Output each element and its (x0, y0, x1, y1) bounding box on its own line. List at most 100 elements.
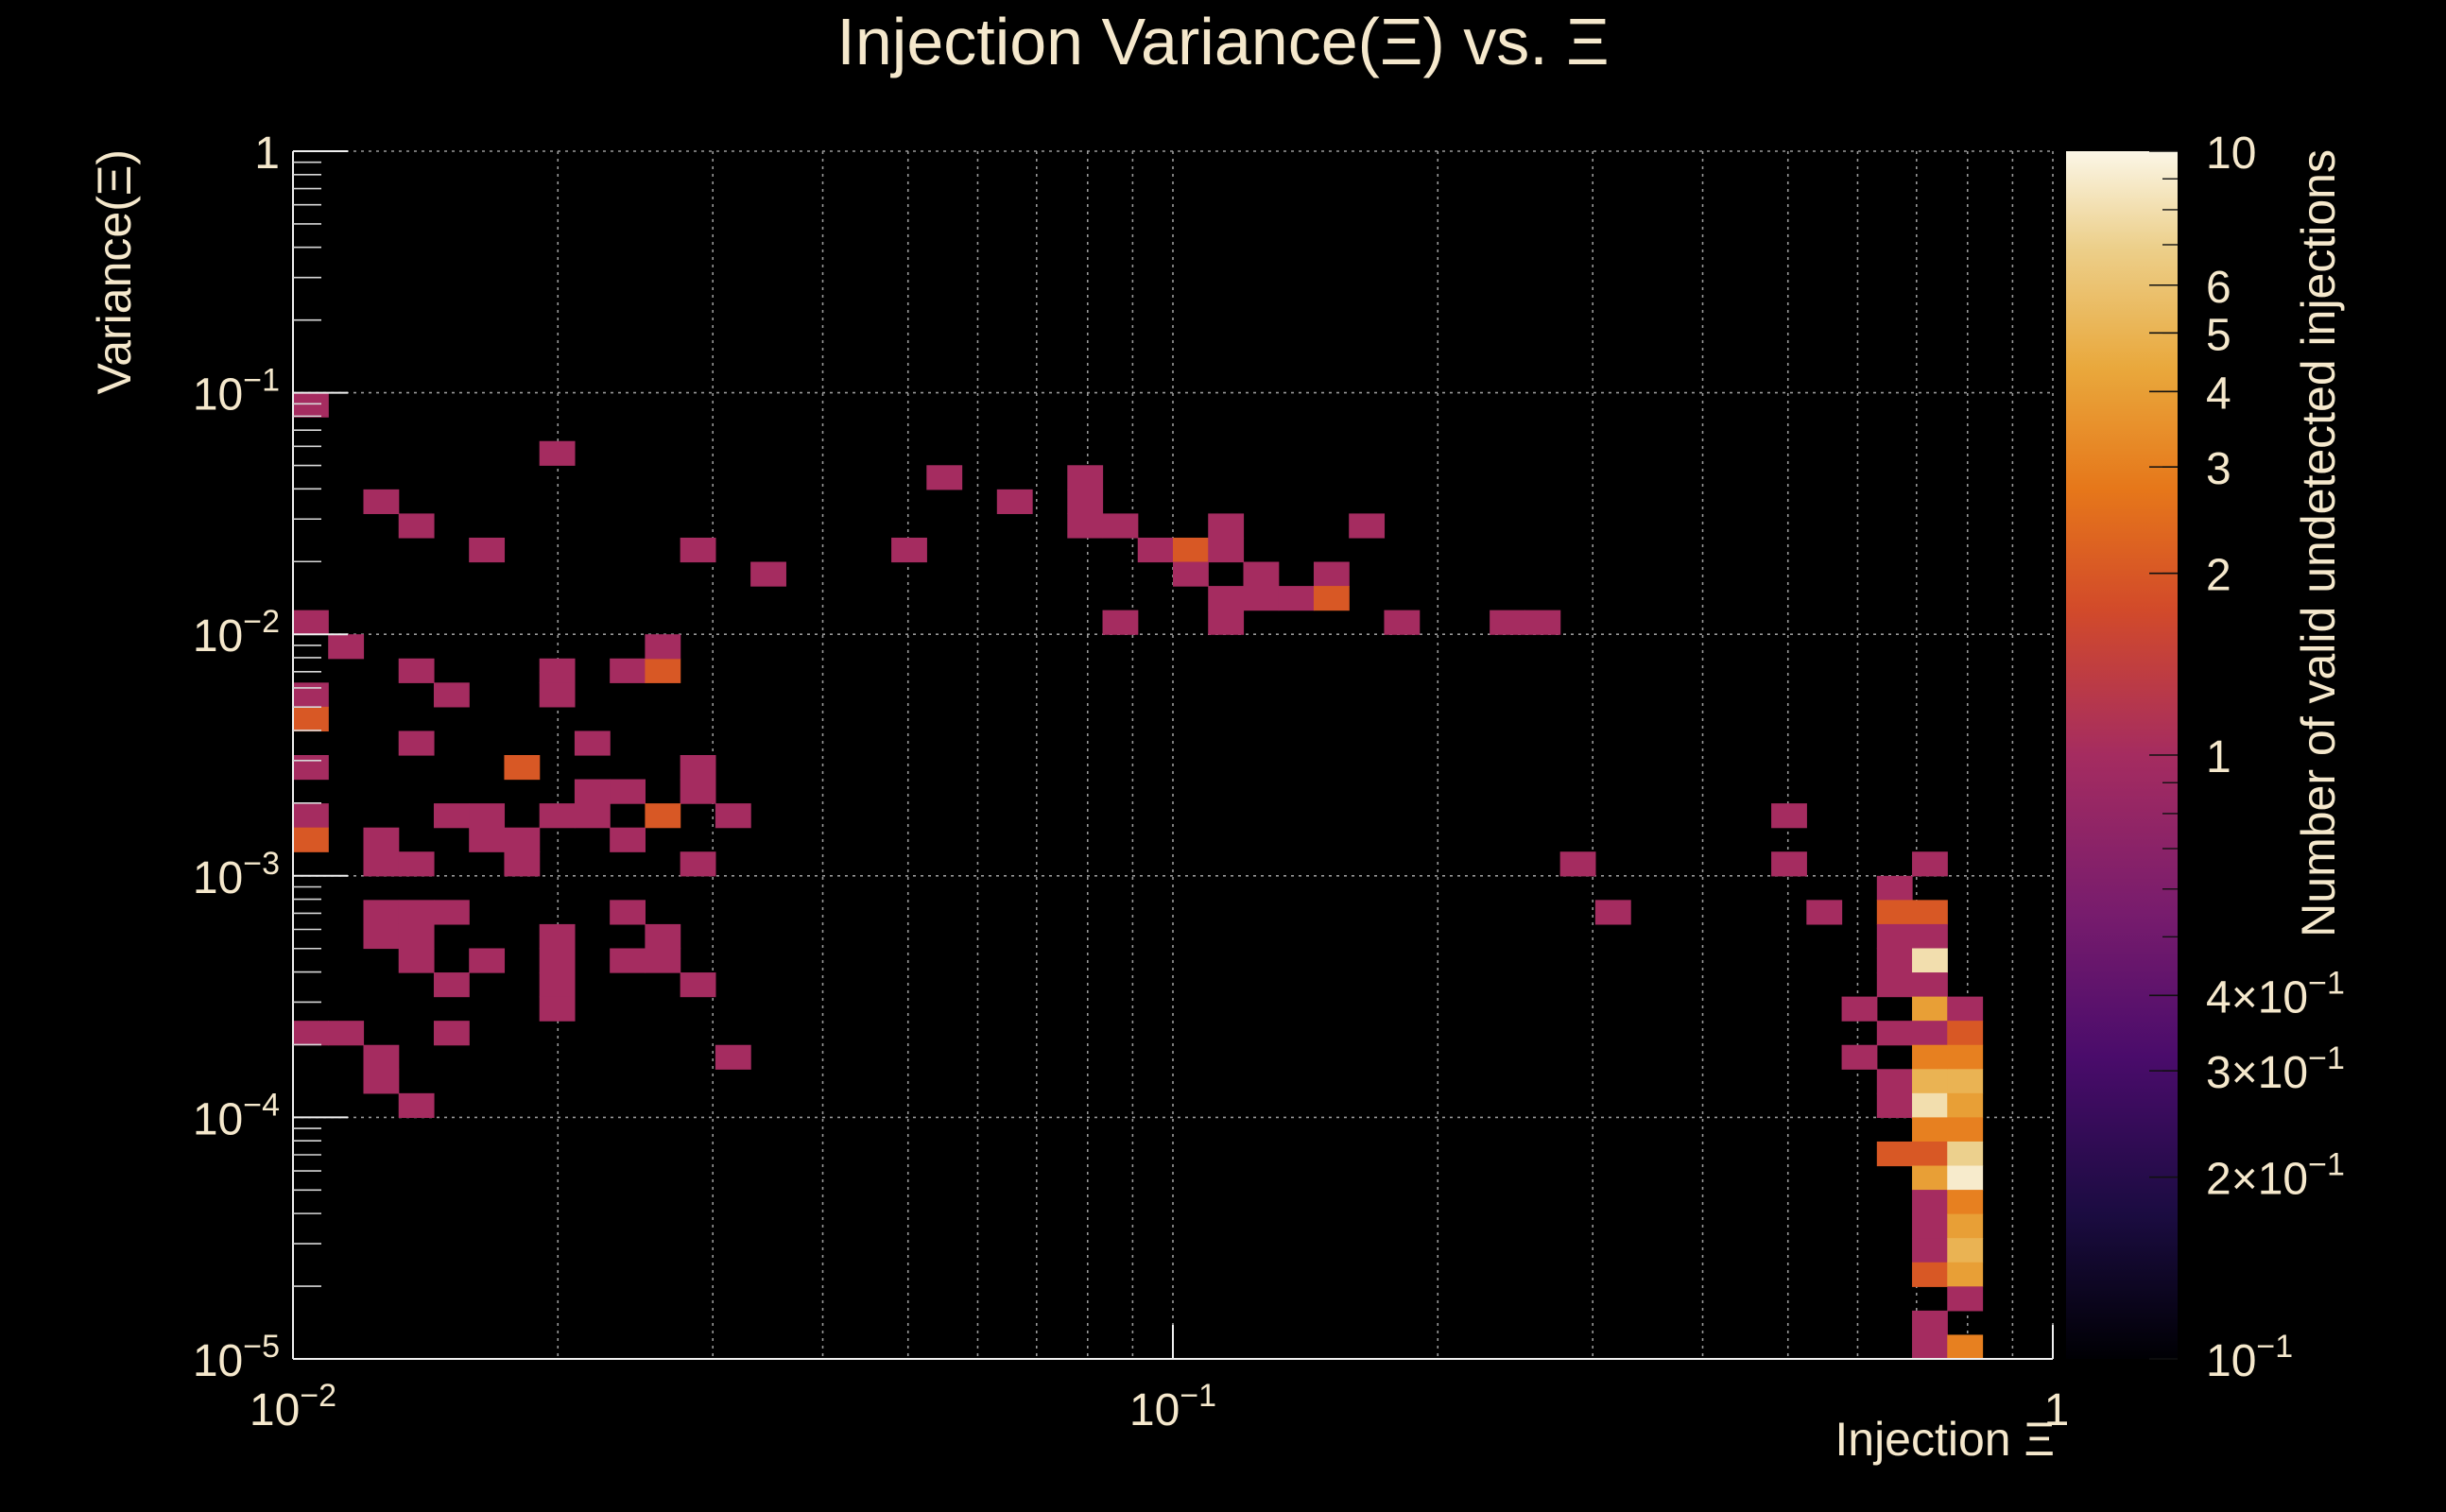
heatmap-cell (539, 658, 576, 683)
heatmap-cell (1912, 1213, 1948, 1239)
heatmap-cell (363, 923, 400, 950)
heatmap-cell (1243, 561, 1280, 587)
heatmap-cell (645, 948, 681, 973)
heatmap-cell (398, 730, 435, 756)
heatmap-cell (1947, 1141, 1984, 1167)
heatmap-cell (1912, 900, 1948, 925)
heatmap-cell (1947, 1092, 1984, 1118)
heatmap-cell (1876, 875, 1913, 901)
heatmap-cell (1876, 972, 1913, 998)
heatmap-cell (1876, 1021, 1913, 1046)
color-bar-ticks: 10 65 4 3 2 1 4×10−1 3×10−1 2×10−1 10−1 (2149, 129, 2345, 1386)
heatmap-cell (1947, 1117, 1984, 1143)
heatmap-cell (750, 561, 786, 587)
heatmap-cell (398, 658, 435, 683)
heatmap-cell (1067, 465, 1104, 490)
heatmap-cell (1594, 900, 1631, 925)
heatmap-cell (504, 851, 541, 877)
heatmap-cell (1912, 1021, 1948, 1046)
heatmap-cell (1912, 1165, 1948, 1191)
heatmap-cell (328, 1021, 365, 1046)
heatmap-cell (1912, 1262, 1948, 1287)
heatmap-cell (1912, 1044, 1948, 1070)
heatmap-cell (293, 1021, 329, 1046)
heatmap-cell (1102, 513, 1139, 539)
heatmap-cell (1912, 1141, 1948, 1167)
heatmap-cell (1912, 851, 1948, 877)
heatmap-cell (574, 803, 611, 829)
y-tick-label: 10−2 (193, 604, 280, 662)
heatmap-cell (1876, 1069, 1913, 1094)
heatmap-cell (891, 537, 927, 563)
y-tick-label: 1 (254, 129, 280, 179)
heatmap-cell (1912, 948, 1948, 973)
heatmap-cell (433, 972, 470, 998)
heatmap-cell (398, 513, 435, 539)
heatmap-cell (363, 1069, 400, 1094)
grid-lines (292, 150, 2054, 1360)
heatmap-cell (1841, 1044, 1878, 1070)
heatmap-cell (539, 948, 576, 973)
heatmap-cell (539, 682, 576, 708)
heatmap-cell (293, 755, 329, 781)
y-axis-ticks: 1 10−1 10−2 10−3 10−4 10−5 (193, 129, 348, 1386)
heatmap-cell (398, 851, 435, 877)
heatmap-cell (1947, 1238, 1984, 1263)
heatmap-cell (574, 779, 611, 804)
heatmap-cell (293, 682, 329, 708)
heatmap-cell (680, 851, 716, 877)
heatmap-cell (1912, 1190, 1948, 1215)
heatmap-cell (433, 803, 470, 829)
heatmap-cell (1947, 1190, 1984, 1215)
heatmap-cells (293, 392, 1984, 1360)
heatmap-cell (1278, 586, 1315, 611)
heatmap-cell (1490, 610, 1525, 635)
color-bar-title: Number of valid undetected injections (2292, 149, 2345, 937)
heatmap-cell (1208, 610, 1245, 635)
heatmap-cell (1349, 513, 1386, 539)
heatmap-cell (363, 851, 400, 877)
heatmap-cell (680, 537, 716, 563)
color-bar-tick-label: 3×10−1 (2206, 1040, 2345, 1098)
heatmap-cell (1912, 1092, 1948, 1118)
heatmap-cell (610, 827, 646, 852)
heatmap-cell (926, 465, 963, 490)
heatmap-cell (539, 803, 576, 829)
heatmap-cell (398, 923, 435, 950)
heatmap-cell (328, 634, 365, 660)
heatmap-cell (469, 827, 506, 852)
heatmap-cell (680, 755, 716, 781)
color-bar-tick-label: 10 (2206, 129, 2256, 179)
heatmap-cell (1524, 610, 1561, 635)
color-bar-tick-label: 6 (2206, 263, 2231, 313)
heatmap-cell (996, 489, 1033, 514)
heatmap-cell (1806, 900, 1843, 925)
heatmap-cell (293, 392, 329, 418)
heatmap-cell (1912, 972, 1948, 998)
color-bar-tick-label: 3 (2206, 444, 2231, 494)
heatmap-cell (1912, 996, 1948, 1022)
heatmap-cell (1876, 1141, 1913, 1167)
heatmap-cell (1947, 1044, 1984, 1070)
heatmap-cell (1947, 1069, 1984, 1094)
heatmap-cell (1876, 923, 1913, 950)
heatmap-cell (645, 658, 681, 683)
heatmap-cell (1912, 1310, 1948, 1336)
heatmap-cell (1912, 1238, 1948, 1263)
y-tick-label: 10−1 (193, 363, 280, 421)
heatmap-cell (539, 972, 576, 998)
heatmap-cell (1173, 561, 1209, 587)
heatmap-cell (363, 489, 400, 514)
heatmap-cell (1559, 851, 1596, 877)
y-tick-label: 10−5 (193, 1329, 280, 1386)
color-bar-tick-label: 5 (2206, 310, 2231, 360)
heatmap-cell (469, 803, 506, 829)
heatmap-cell (1912, 923, 1948, 950)
heatmap-cell (1208, 513, 1245, 539)
heatmap-cell (645, 923, 681, 950)
color-bar-tick-label: 4 (2206, 369, 2231, 419)
heatmap-cell (1876, 1092, 1913, 1118)
heatmap-cell (1947, 1213, 1984, 1239)
heatmap-cell (504, 827, 541, 852)
